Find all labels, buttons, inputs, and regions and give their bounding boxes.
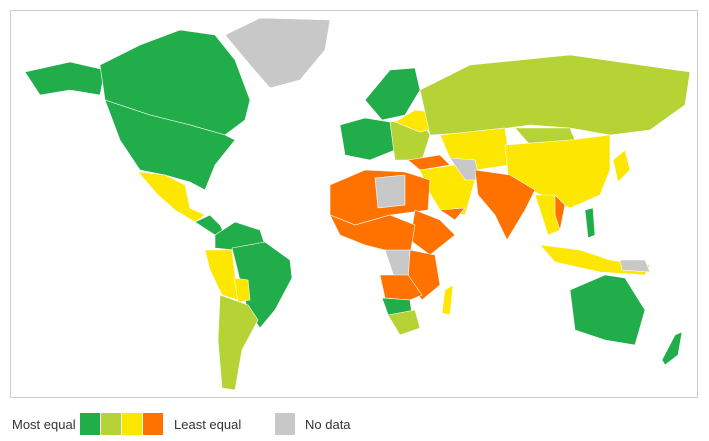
yemen	[439, 207, 466, 221]
indochina	[534, 194, 561, 236]
greenland	[224, 17, 331, 89]
legend-low-label: Most equal	[12, 417, 76, 432]
legend-no-data-label: No data	[305, 417, 351, 432]
turkey	[407, 154, 451, 171]
legend-swatch	[122, 413, 142, 435]
bolivia	[233, 277, 251, 303]
mexico	[137, 171, 206, 223]
alaska	[24, 61, 106, 96]
sahara-no-data	[374, 174, 406, 209]
madagascar	[441, 284, 454, 316]
new-zealand	[661, 331, 683, 366]
japan-korea	[612, 149, 631, 183]
legend-swatch	[101, 413, 121, 435]
world-map	[24, 17, 691, 391]
legend-high-label: Least equal	[174, 417, 242, 432]
map-frame	[10, 10, 698, 398]
papua	[619, 259, 651, 273]
western-europe	[339, 117, 396, 161]
vietnam	[554, 194, 566, 232]
south-asia	[474, 169, 536, 241]
west-central-africa	[329, 214, 416, 256]
horn-of-africa	[409, 209, 456, 256]
angola-zambia	[379, 274, 423, 301]
russia	[419, 54, 691, 136]
australia	[569, 274, 646, 346]
ecuador-peru	[204, 249, 239, 301]
legend-no-data-swatch	[275, 413, 295, 435]
usa	[104, 99, 236, 191]
south-africa	[387, 309, 421, 336]
philippines	[584, 207, 596, 239]
legend-swatch	[80, 413, 100, 435]
legend-swatch	[143, 413, 163, 435]
argentina-chile	[217, 294, 259, 391]
